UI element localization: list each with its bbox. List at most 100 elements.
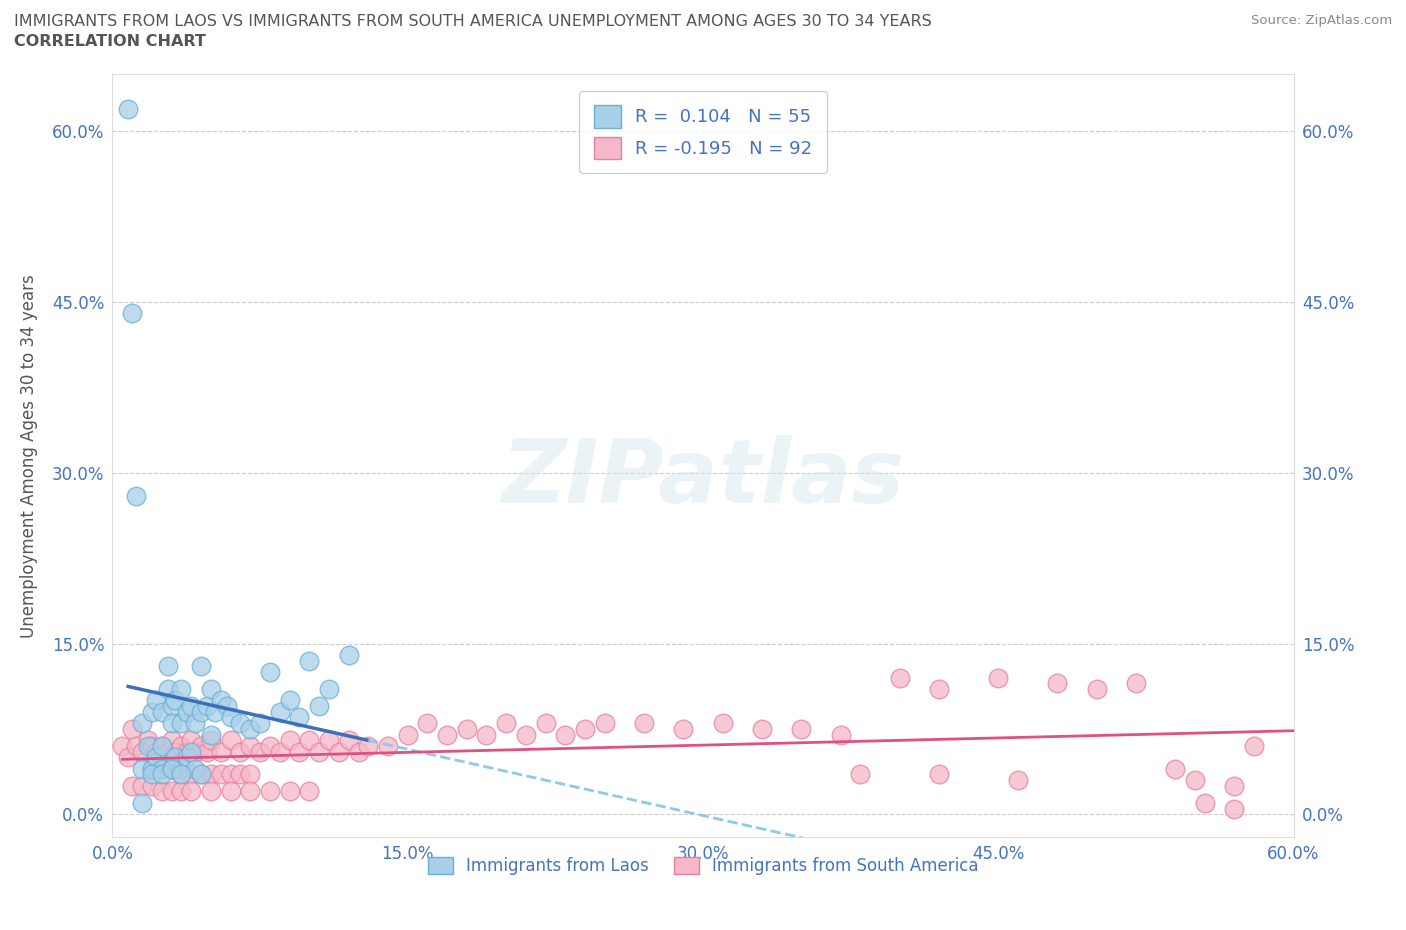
Point [278,693,301,708]
Point [790,722,813,737]
Point [141,762,163,777]
Legend: Immigrants from Laos, Immigrants from South America: Immigrants from Laos, Immigrants from So… [420,851,986,882]
Point [117,750,139,764]
Point [200,733,222,748]
Point [308,698,330,713]
Point [160,733,183,748]
Point [229,767,252,782]
Point [928,682,950,697]
Point [184,716,207,731]
Point [209,767,232,782]
Point [176,744,198,759]
Point [337,647,360,662]
Point [574,722,596,737]
Text: Source: ZipAtlas.com: Source: ZipAtlas.com [1251,14,1392,27]
Point [136,733,159,748]
Point [1085,682,1108,697]
Point [180,767,202,782]
Point [239,784,262,799]
Point [141,767,163,782]
Point [318,733,340,748]
Point [190,658,212,673]
Point [259,665,281,680]
Point [176,704,198,719]
Point [278,733,301,748]
Point [337,733,360,748]
Point [259,784,281,799]
Point [150,762,173,777]
Point [1125,676,1147,691]
Point [150,738,173,753]
Point [416,716,439,731]
Point [170,716,193,731]
Point [1164,762,1187,777]
Point [156,682,179,697]
Point [195,744,218,759]
Y-axis label: Unemployment Among Ages 30 to 34 years: Unemployment Among Ages 30 to 34 years [20,273,38,638]
Point [121,778,143,793]
Point [160,784,183,799]
Point [1223,778,1246,793]
Point [121,722,143,737]
Point [1194,795,1216,810]
Point [190,738,212,753]
Point [229,744,252,759]
Point [219,733,242,748]
Point [249,744,271,759]
Point [131,762,153,777]
Point [180,744,202,759]
Point [849,767,872,782]
Point [190,767,212,782]
Point [495,716,517,731]
Point [165,693,187,708]
Point [131,744,153,759]
Point [200,727,222,742]
Point [269,744,291,759]
Point [1243,738,1265,753]
Point [125,488,148,503]
Point [1046,676,1069,691]
Point [288,744,311,759]
Point [308,744,330,759]
Point [239,767,262,782]
Point [156,744,179,759]
Point [160,762,183,777]
Point [1007,773,1029,788]
Point [165,744,187,759]
Point [357,738,380,753]
Point [131,778,153,793]
Point [184,762,207,777]
Point [672,722,695,737]
Point [436,727,458,742]
Point [219,767,242,782]
Point [298,733,321,748]
Point [830,727,852,742]
Point [170,784,193,799]
Point [145,693,167,708]
Point [141,778,163,793]
Point [475,727,498,742]
Point [145,744,167,759]
Point [160,716,183,731]
Point [117,101,139,116]
Point [219,784,242,799]
Point [125,738,148,753]
Point [160,762,183,777]
Point [150,762,173,777]
Point [136,738,159,753]
Point [249,716,271,731]
Point [554,727,576,742]
Point [141,762,163,777]
Point [515,727,537,742]
Point [200,784,222,799]
Point [298,784,321,799]
Point [180,784,202,799]
Point [170,762,193,777]
Point [239,738,262,753]
Point [160,762,183,777]
Point [209,744,232,759]
Point [150,767,173,782]
Point [204,704,226,719]
Point [200,682,222,697]
Point [170,738,193,753]
